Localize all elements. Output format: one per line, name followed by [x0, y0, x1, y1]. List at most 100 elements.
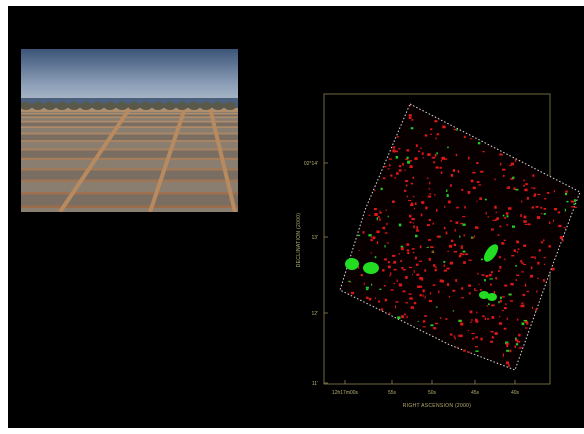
red-speck	[490, 341, 493, 343]
red-speck	[471, 333, 474, 334]
red-speck	[427, 224, 430, 226]
red-speck	[471, 319, 472, 322]
red-speck	[421, 214, 423, 217]
red-speck	[472, 338, 474, 340]
red-speck	[491, 304, 494, 306]
green-speck	[512, 177, 514, 179]
red-speck	[487, 305, 488, 306]
red-speck	[463, 350, 466, 352]
green-speck	[396, 156, 398, 159]
red-speck	[420, 148, 421, 150]
red-speck	[419, 261, 422, 262]
green-speck	[401, 246, 403, 248]
red-speck	[461, 189, 463, 191]
green-speck	[485, 199, 487, 201]
tree	[56, 102, 68, 110]
red-speck	[473, 187, 476, 189]
y-tick-label: 11'	[312, 381, 318, 387]
red-speck	[511, 255, 514, 256]
red-speck	[543, 257, 545, 258]
red-speck	[505, 303, 506, 305]
red-speck	[560, 236, 563, 239]
green-speck	[371, 284, 372, 286]
red-speck	[408, 200, 411, 201]
red-speck	[527, 291, 529, 292]
red-speck	[455, 222, 458, 224]
red-speck	[351, 292, 354, 294]
red-speck	[386, 223, 388, 224]
red-speck	[496, 217, 499, 220]
red-speck	[402, 290, 405, 292]
red-speck	[504, 240, 506, 241]
red-speck	[392, 255, 395, 257]
red-speck	[377, 241, 378, 244]
red-speck	[574, 207, 577, 208]
y-tick-label: 12'	[311, 311, 318, 317]
red-speck	[410, 297, 412, 299]
red-speck	[432, 157, 435, 159]
red-speck	[378, 301, 380, 303]
red-speck	[514, 249, 516, 252]
antenna-row	[21, 160, 238, 168]
red-speck	[420, 294, 422, 296]
red-speck	[391, 289, 394, 290]
green-speck	[512, 226, 515, 228]
green-speck	[446, 189, 447, 192]
red-speck	[523, 294, 525, 296]
red-speck	[510, 300, 513, 301]
red-speck	[517, 319, 518, 321]
red-speck	[537, 278, 538, 279]
red-speck	[409, 114, 412, 117]
red-speck	[500, 300, 502, 303]
red-speck	[460, 253, 463, 255]
red-speck	[444, 206, 445, 208]
red-speck	[474, 235, 475, 237]
red-speck	[376, 230, 379, 233]
green-source	[345, 258, 359, 270]
red-speck	[528, 223, 531, 225]
red-speck	[513, 187, 515, 189]
red-speck	[414, 302, 416, 304]
green-speck	[411, 127, 414, 129]
green-speck	[415, 235, 417, 237]
red-speck	[447, 283, 449, 286]
red-speck	[458, 335, 459, 337]
red-speck	[562, 239, 564, 241]
red-speck	[495, 277, 497, 279]
red-speck	[503, 354, 504, 357]
red-speck	[406, 185, 408, 187]
red-speck	[541, 213, 543, 214]
green-speck	[368, 234, 371, 236]
red-speck	[480, 289, 482, 291]
red-speck	[407, 196, 408, 197]
green-speck	[515, 189, 518, 191]
red-speck	[397, 136, 399, 137]
red-speck	[405, 180, 408, 182]
red-speck	[405, 277, 407, 279]
tree	[152, 102, 164, 110]
red-speck	[504, 307, 507, 309]
red-speck	[436, 209, 437, 212]
red-speck	[518, 248, 520, 250]
red-speck	[441, 160, 442, 161]
red-speck	[427, 178, 429, 179]
tree	[200, 102, 212, 110]
red-speck	[537, 216, 540, 219]
red-speck	[407, 249, 409, 251]
red-speck	[498, 234, 500, 236]
red-speck	[413, 196, 414, 197]
red-speck	[518, 334, 520, 337]
red-speck	[537, 262, 539, 265]
red-speck	[381, 308, 383, 310]
red-speck	[416, 274, 419, 276]
green-speck	[503, 215, 505, 217]
green-speck	[565, 193, 567, 195]
red-speck	[436, 133, 439, 135]
red-speck	[387, 243, 389, 244]
red-speck	[494, 179, 495, 180]
red-speck	[571, 201, 574, 203]
red-speck	[460, 335, 463, 338]
red-speck	[372, 236, 375, 239]
red-speck	[504, 217, 506, 219]
red-speck	[388, 168, 390, 169]
